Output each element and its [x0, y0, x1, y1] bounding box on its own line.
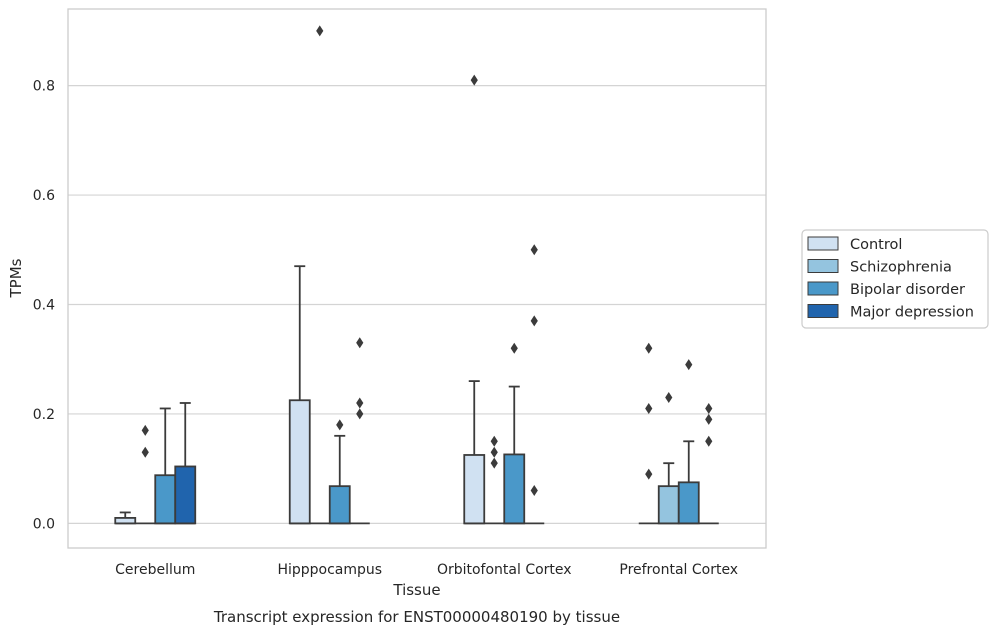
x-tick-label: Prefrontal Cortex: [619, 562, 738, 578]
outlier-point: [665, 392, 673, 404]
box-bipolar-disorder: [154, 407, 177, 525]
box-major-depression: [524, 244, 545, 525]
outlier-point: [705, 402, 713, 414]
box-body: [174, 465, 197, 525]
outlier-point: [645, 402, 653, 414]
legend-swatch: [807, 259, 839, 273]
box-schizophrenia: [135, 424, 156, 525]
legend: Control Schizophrenia Bipolar disorder Majo…: [801, 229, 989, 329]
box-body: [657, 485, 680, 525]
x-tick-label: Cerebellum: [115, 562, 195, 578]
outlier-point: [490, 435, 498, 447]
outlier-point: [356, 408, 364, 420]
outlier-point: [530, 485, 538, 497]
y-tick-label: 0.0: [33, 516, 55, 532]
x-tick-label: Orbitofontal Cortex: [437, 562, 572, 578]
box-body: [328, 485, 351, 525]
outlier-point: [645, 468, 653, 480]
legend-label: Bipolar disorder: [850, 282, 965, 298]
y-axis-label: TPMs: [7, 258, 25, 298]
box-body: [503, 453, 526, 525]
box-major-depression: [349, 337, 370, 525]
x-axis-label: Tissue: [392, 581, 440, 599]
y-tick-labels: 0.0 0.2 0.4 0.6 0.8: [33, 79, 55, 533]
outlier-point: [356, 337, 364, 349]
box-schizophrenia: [484, 435, 505, 525]
outlier-point: [530, 244, 538, 256]
box-body: [463, 454, 486, 525]
y-tick-label: 0.8: [33, 79, 55, 95]
chart-caption: Transcript expression for ENST0000048019…: [213, 608, 620, 626]
box-body: [154, 474, 177, 525]
box-body: [677, 481, 700, 525]
outlier-point: [705, 413, 713, 425]
box-bipolar-disorder: [503, 342, 526, 525]
plot-frame: [67, 8, 767, 549]
plot-area: [114, 25, 719, 525]
legend-frame: [801, 229, 989, 329]
outlier-point: [356, 397, 364, 409]
y-tick-label: 0.4: [33, 297, 55, 313]
box-major-depression: [698, 402, 719, 525]
outlier-point: [510, 342, 518, 354]
outlier-point: [685, 359, 693, 371]
legend-swatch: [807, 281, 839, 296]
outlier-point: [316, 25, 324, 37]
box-schizophrenia: [657, 392, 680, 525]
outlier-point: [490, 446, 498, 458]
legend-label: Major depression: [850, 305, 974, 321]
legend-label: Schizophrenia: [850, 260, 952, 276]
outlier-point: [336, 419, 344, 431]
outlier-point: [530, 315, 538, 327]
gridlines: [68, 85, 766, 524]
y-tick-label: 0.2: [33, 407, 55, 423]
outlier-point: [470, 74, 478, 86]
box-control: [463, 74, 486, 525]
box-schizophrenia: [309, 25, 330, 525]
x-tick-label: Hipppocampus: [277, 562, 382, 578]
box-bipolar-disorder: [328, 419, 351, 525]
outlier-point: [490, 457, 498, 469]
x-tick-labels: Cerebellum Hipppocampus Orbitofontal Corte…: [115, 562, 738, 578]
box-control: [114, 511, 137, 525]
outlier-point: [141, 446, 149, 458]
box-control: [288, 265, 311, 525]
box-control: [638, 342, 659, 525]
y-tick-label: 0.6: [33, 188, 55, 204]
outlier-point: [141, 424, 149, 436]
box-body: [288, 399, 311, 525]
legend-swatch: [807, 304, 839, 318]
box-bipolar-disorder: [677, 359, 700, 525]
legend-label: Control: [850, 237, 902, 253]
box-major-depression: [174, 402, 197, 525]
outlier-point: [645, 342, 653, 354]
outlier-point: [705, 435, 713, 447]
legend-swatch: [807, 236, 839, 251]
